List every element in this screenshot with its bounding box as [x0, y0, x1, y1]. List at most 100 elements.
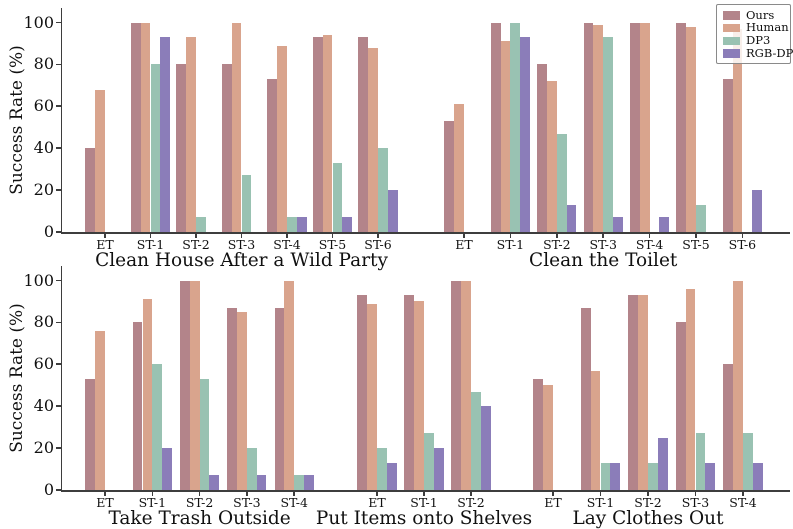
legend-item-ours: Ours: [723, 9, 783, 22]
y-tick: [56, 105, 61, 108]
bar-rgb-dp: [209, 475, 220, 490]
bar-ours: [132, 322, 143, 490]
legend-label: DP3: [746, 33, 771, 48]
y-tick-label: 0: [43, 222, 54, 241]
y-axis-label: Success Rate (%): [7, 303, 27, 453]
bar-human: [686, 26, 696, 232]
bar-ours: [723, 364, 734, 490]
bar-rgb-dp: [256, 475, 267, 490]
bar-ours: [357, 295, 368, 490]
x-tick-label: ST-6: [728, 237, 757, 252]
y-tick: [56, 321, 61, 324]
bar-human: [638, 295, 648, 490]
bar-human: [685, 288, 696, 490]
x-tick: [741, 234, 744, 238]
bar-dp3: [648, 462, 658, 490]
bar-dp3: [743, 433, 753, 490]
bar-ours: [444, 120, 455, 232]
y-tick: [56, 279, 61, 282]
x-tick-label: ET: [455, 237, 473, 252]
x-tick-label: ST-2: [634, 495, 662, 510]
y-tick: [56, 231, 61, 233]
bar-human: [593, 24, 604, 232]
legend-label: Human: [746, 20, 789, 35]
bar-ours: [227, 307, 238, 490]
bar-dp3: [556, 133, 567, 232]
y-tick-label: 40: [33, 138, 54, 158]
y-tick-label: 100: [23, 12, 54, 32]
bar-rgb-dp: [480, 406, 491, 490]
y-tick: [56, 189, 61, 191]
y-tick-label: 100: [23, 270, 54, 290]
bar-ours: [221, 64, 232, 232]
bar-human: [733, 280, 743, 490]
bar-dp3: [471, 391, 481, 490]
bar-dp3: [196, 217, 206, 232]
bar-rgb-dp: [296, 217, 307, 232]
x-tick: [286, 234, 288, 238]
bar-ours: [675, 322, 686, 490]
x-tick: [694, 492, 697, 496]
x-tick-label: ST-3: [681, 495, 710, 510]
bar-rgb-dp: [162, 448, 172, 490]
y-tick: [56, 447, 61, 449]
y-tick-label: 80: [33, 54, 54, 74]
x-tick: [331, 234, 334, 238]
bar-rgb-dp: [752, 190, 762, 232]
y-axis-spine: [60, 266, 63, 492]
bar-human: [590, 370, 601, 490]
x-tick-label: ST-4: [280, 495, 308, 510]
bar-ours: [451, 280, 462, 490]
bar-human: [95, 89, 105, 232]
bar-rgb-dp: [566, 204, 577, 232]
x-tick: [742, 492, 744, 496]
bar-dp3: [603, 37, 613, 232]
bar-ours: [267, 79, 278, 232]
bar-human: [142, 299, 153, 490]
legend-item-human: Human: [723, 22, 789, 35]
bar-human: [547, 81, 557, 232]
bar-dp3: [199, 378, 210, 490]
bar-dp3: [332, 162, 343, 232]
bar-ours: [580, 307, 591, 490]
legend-swatch-icon: [723, 11, 740, 20]
bar-rgb-dp: [386, 462, 397, 490]
bar-rgb-dp: [342, 217, 353, 232]
x-tick: [151, 492, 154, 496]
x-tick: [423, 492, 425, 496]
x-tick: [104, 234, 106, 238]
x-tick-label: ST-1: [138, 495, 167, 510]
bar-rgb-dp: [387, 190, 398, 232]
x-tick: [246, 492, 248, 496]
y-tick: [56, 63, 61, 66]
bar-ours: [85, 378, 96, 490]
x-tick: [149, 234, 152, 238]
x-tick: [602, 234, 604, 238]
bar-ours: [490, 22, 501, 232]
bar-ours: [583, 22, 594, 232]
y-tick: [56, 363, 61, 366]
bar-human: [367, 303, 377, 490]
y-axis-label: Success Rate (%): [7, 45, 27, 195]
legend-item-rgb-dp: RGB-DP: [723, 47, 793, 60]
bar-rgb-dp: [433, 448, 444, 490]
x-tick-label: ST-4: [273, 237, 301, 252]
x-tick: [293, 492, 295, 496]
panel-title: Lay Clothes Out: [572, 508, 724, 529]
y-axis-spine: [60, 8, 63, 234]
bar-ours: [722, 79, 733, 232]
bar-ours: [533, 378, 544, 490]
bar-human: [500, 41, 511, 232]
bar-human: [639, 22, 650, 232]
bar-human: [368, 47, 378, 232]
x-tick-label: ST-1: [496, 237, 525, 252]
bar-ours: [130, 22, 141, 232]
x-tick-label: ET: [96, 237, 114, 252]
bar-dp3: [424, 433, 434, 490]
bar-dp3: [510, 22, 521, 232]
bar-human: [284, 280, 295, 490]
x-tick-label: ST-3: [227, 237, 256, 252]
bar-human: [277, 45, 287, 232]
bar-dp3: [695, 433, 706, 490]
